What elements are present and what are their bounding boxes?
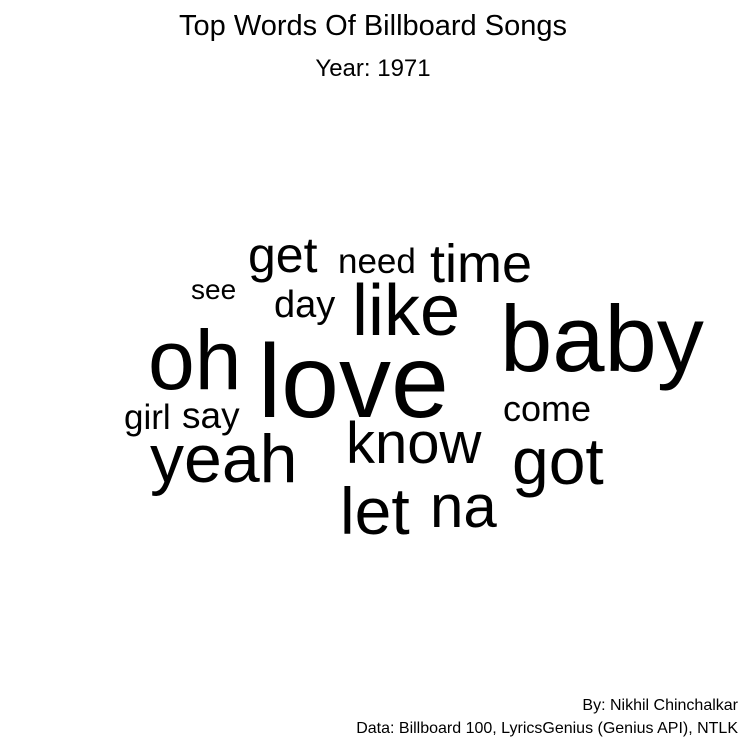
word-day: day	[274, 284, 336, 326]
chart-subtitle: Year: 1971	[315, 55, 431, 82]
data-source-caption: Data: Billboard 100, LyricsGenius (Geniu…	[356, 720, 738, 737]
word-love: love	[258, 324, 449, 440]
word-oh: oh	[148, 313, 242, 407]
word-come: come	[503, 388, 592, 429]
word-girl: girl	[124, 398, 171, 437]
word-yeah: yeah	[150, 421, 298, 497]
author-caption: By: Nikhil Chinchalkar	[582, 697, 738, 714]
chart-title: Top Words Of Billboard Songs	[179, 10, 567, 42]
word-see: see	[191, 274, 237, 305]
word-let: let	[340, 474, 410, 548]
word-know: know	[346, 411, 482, 476]
word-need: need	[338, 242, 416, 281]
word-na: na	[430, 473, 497, 540]
word-say: say	[182, 395, 240, 436]
word-time: time	[430, 234, 533, 294]
word-get: get	[248, 227, 318, 283]
word-got: got	[512, 424, 604, 498]
word-baby: baby	[500, 286, 704, 391]
word-like: like	[352, 271, 461, 351]
